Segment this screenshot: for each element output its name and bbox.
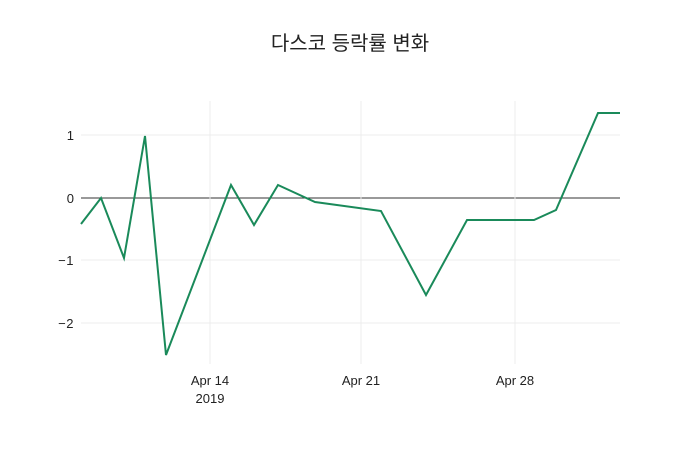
svg-text:−2: −2 [58,316,74,331]
svg-text:Apr 14: Apr 14 [191,373,229,388]
svg-text:Apr 28: Apr 28 [496,373,534,388]
svg-text:0: 0 [67,191,74,206]
svg-text:−1: −1 [58,253,74,268]
svg-text:2019: 2019 [196,391,225,406]
svg-text:Apr 21: Apr 21 [342,373,380,388]
svg-text:1: 1 [67,128,74,143]
